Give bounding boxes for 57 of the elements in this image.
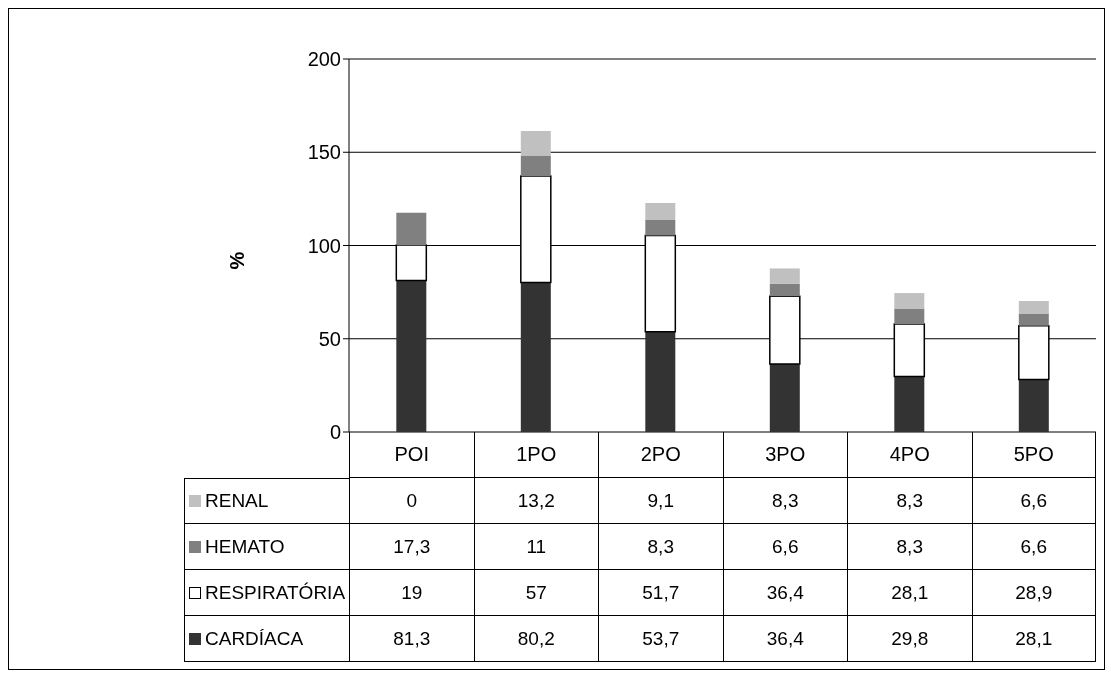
x-tick-label: POI [349, 432, 474, 478]
legend-label: HEMATO [184, 524, 349, 570]
bar [396, 212, 427, 245]
data-label: 36,4 [722, 616, 847, 662]
bar [520, 155, 551, 177]
data-label: 28,1 [971, 616, 1096, 662]
x-tick-label: 3PO [722, 432, 847, 478]
bar [520, 282, 551, 432]
data-label: 13,2 [473, 478, 598, 524]
bar [769, 283, 800, 297]
bar [520, 130, 551, 156]
data-label: 36,4 [722, 570, 847, 616]
legend-label: RESPIRATÓRIA [184, 570, 349, 616]
y-axis-title: % [226, 251, 250, 270]
data-label: 29,8 [847, 616, 972, 662]
data-label: 6,6 [722, 524, 847, 570]
bar [1018, 301, 1049, 314]
data-label: 9,1 [598, 478, 723, 524]
data-label: 19 [349, 570, 474, 616]
bar [894, 308, 925, 325]
bar [894, 376, 925, 432]
data-label: 8,3 [722, 478, 847, 524]
y-tick-label: 0 [329, 421, 341, 444]
bar [1018, 379, 1049, 432]
data-label: 80,2 [473, 616, 598, 662]
legend-label: RENAL [184, 478, 349, 524]
data-label: 53,7 [598, 616, 723, 662]
x-tick-label: 4PO [847, 432, 972, 478]
data-label: 6,6 [971, 524, 1096, 570]
x-tick-label: 5PO [971, 432, 1096, 478]
bar [645, 219, 676, 236]
data-label: 6,6 [971, 478, 1096, 524]
data-label: 28,9 [971, 570, 1096, 616]
data-label: 11 [473, 524, 598, 570]
y-tick-label: 100 [307, 234, 341, 257]
bar [769, 364, 800, 432]
bar [894, 293, 925, 309]
data-label: 8,3 [847, 478, 972, 524]
x-tick-label: 1PO [473, 432, 598, 478]
data-label: 51,7 [598, 570, 723, 616]
bar [769, 268, 800, 284]
data-label: 8,3 [847, 524, 972, 570]
legend-label: CARDÍACA [184, 616, 349, 662]
bar [645, 331, 676, 432]
y-tick-label: 200 [307, 48, 341, 71]
data-label: 0 [349, 478, 474, 524]
data-label: 57 [473, 570, 598, 616]
x-tick-label: 2PO [598, 432, 723, 478]
bar [396, 280, 427, 432]
data-label: 17,3 [349, 524, 474, 570]
y-tick-label: 150 [307, 141, 341, 164]
data-label: 8,3 [598, 524, 723, 570]
y-tick-label: 50 [318, 327, 341, 350]
data-label: 81,3 [349, 616, 474, 662]
bar [645, 202, 676, 220]
data-label: 28,1 [847, 570, 972, 616]
bar [1018, 313, 1049, 326]
